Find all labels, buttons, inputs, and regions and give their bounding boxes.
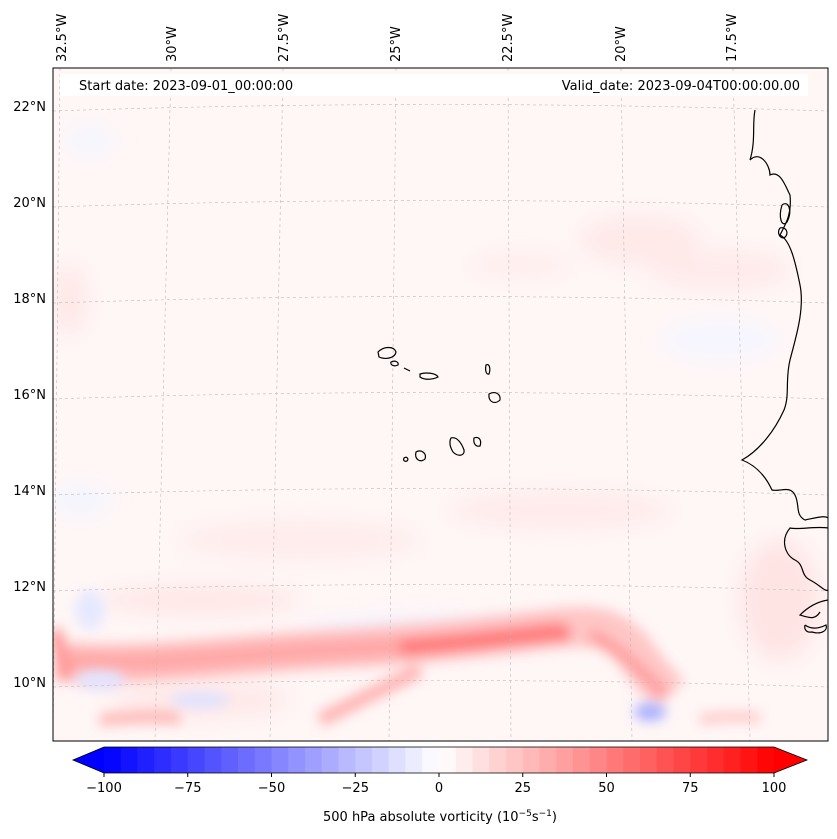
- start-date-label: Start date: 2023-09-01_00:00:00: [79, 79, 293, 94]
- latitude-labels: 22°N 20°N 18°N 16°N 14°N 12°N 10°N: [13, 100, 46, 691]
- colorbar-tick-label: 0: [435, 781, 443, 796]
- colorbar-label: 500 hPa absolute vorticity (10−5s−1): [323, 809, 557, 825]
- colorbar-tick-label: 75: [682, 781, 699, 796]
- colorbar-steps: [104, 747, 775, 773]
- colorbar-step: [422, 747, 440, 773]
- colorbar-tick-label: −100: [86, 781, 122, 796]
- colorbar-tick-label: −25: [342, 781, 369, 796]
- colorbar-step: [204, 747, 222, 773]
- lat-label: 16°N: [13, 388, 46, 403]
- lon-label: 25°W: [389, 26, 404, 62]
- colorbar-step: [439, 747, 457, 773]
- colorbar-ticks: −100 −75 −50 −25 0 25 50 75 100: [86, 773, 786, 796]
- lon-label: 32.5°W: [55, 14, 70, 62]
- colorbar-step: [589, 747, 607, 773]
- colorbar-step: [740, 747, 758, 773]
- lon-label: 22.5°W: [501, 14, 516, 62]
- colorbar-step: [154, 747, 172, 773]
- colorbar-step: [506, 747, 524, 773]
- colorbar-step: [455, 747, 473, 773]
- longitude-labels: 32.5°W 30°W 27.5°W 25°W 22.5°W 20°W 17.5…: [55, 14, 740, 62]
- vorticity-positive-band: [53, 606, 761, 727]
- colorbar-step: [556, 747, 574, 773]
- colorbar-tick-label: 50: [598, 781, 615, 796]
- title-strip: [60, 74, 808, 96]
- vorticity-background-patches: [53, 125, 820, 718]
- lon-label: 20°W: [614, 26, 629, 62]
- colorbar-step: [221, 747, 239, 773]
- lon-label: 30°W: [165, 26, 180, 62]
- colorbar-step: [171, 747, 189, 773]
- colorbar-step: [120, 747, 138, 773]
- colorbar: −100 −75 −50 −25 0 25 50 75 100 500 hPa absolute…: [71, 746, 809, 825]
- colorbar-step: [690, 747, 708, 773]
- colorbar-step: [539, 747, 557, 773]
- lon-label: 17.5°W: [725, 14, 740, 62]
- map-gridlines: [53, 68, 828, 741]
- colorbar-step: [656, 747, 674, 773]
- colorbar-step: [522, 747, 540, 773]
- colorbar-step: [338, 747, 356, 773]
- lat-label: 22°N: [13, 100, 46, 115]
- colorbar-tick-label: 25: [514, 781, 531, 796]
- lat-label: 18°N: [13, 292, 46, 307]
- lon-label: 27.5°W: [277, 14, 292, 62]
- colorbar-step: [388, 747, 406, 773]
- colorbar-step: [305, 747, 323, 773]
- colorbar-step: [254, 747, 272, 773]
- colorbar-step: [137, 747, 155, 773]
- colorbar-tick-label: 100: [762, 781, 787, 796]
- lat-label: 12°N: [13, 580, 46, 595]
- colorbar-step: [673, 747, 691, 773]
- colorbar-step: [187, 747, 205, 773]
- colorbar-step: [573, 747, 591, 773]
- colorbar-step: [355, 747, 373, 773]
- lat-label: 14°N: [13, 484, 46, 499]
- colorbar-step: [321, 747, 339, 773]
- lat-label: 20°N: [13, 196, 46, 211]
- colorbar-step: [472, 747, 490, 773]
- colorbar-tick-label: −50: [258, 781, 285, 796]
- colorbar-step: [489, 747, 507, 773]
- colorbar-step: [757, 747, 775, 773]
- colorbar-tick-label: −75: [174, 781, 201, 796]
- colorbar-step: [640, 747, 658, 773]
- lat-label: 10°N: [13, 676, 46, 691]
- coastline: [740, 109, 828, 634]
- colorbar-step: [707, 747, 725, 773]
- colorbar-step: [372, 747, 390, 773]
- colorbar-step: [238, 747, 256, 773]
- valid-date-label: Valid_date: 2023-09-04T00:00:00.00: [562, 79, 800, 94]
- colorbar-step: [104, 747, 122, 773]
- map-plot-area: [53, 68, 828, 741]
- colorbar-step: [606, 747, 624, 773]
- colorbar-step: [723, 747, 741, 773]
- colorbar-max-arrow: [774, 747, 807, 773]
- colorbar-step: [288, 747, 306, 773]
- cape-verde-islands: [377, 346, 501, 462]
- map-frame: [52, 67, 829, 742]
- vorticity-negative-patches: [75, 590, 666, 721]
- colorbar-min-arrow: [73, 747, 104, 773]
- colorbar-step: [271, 747, 289, 773]
- colorbar-step: [623, 747, 641, 773]
- colorbar-step: [405, 747, 423, 773]
